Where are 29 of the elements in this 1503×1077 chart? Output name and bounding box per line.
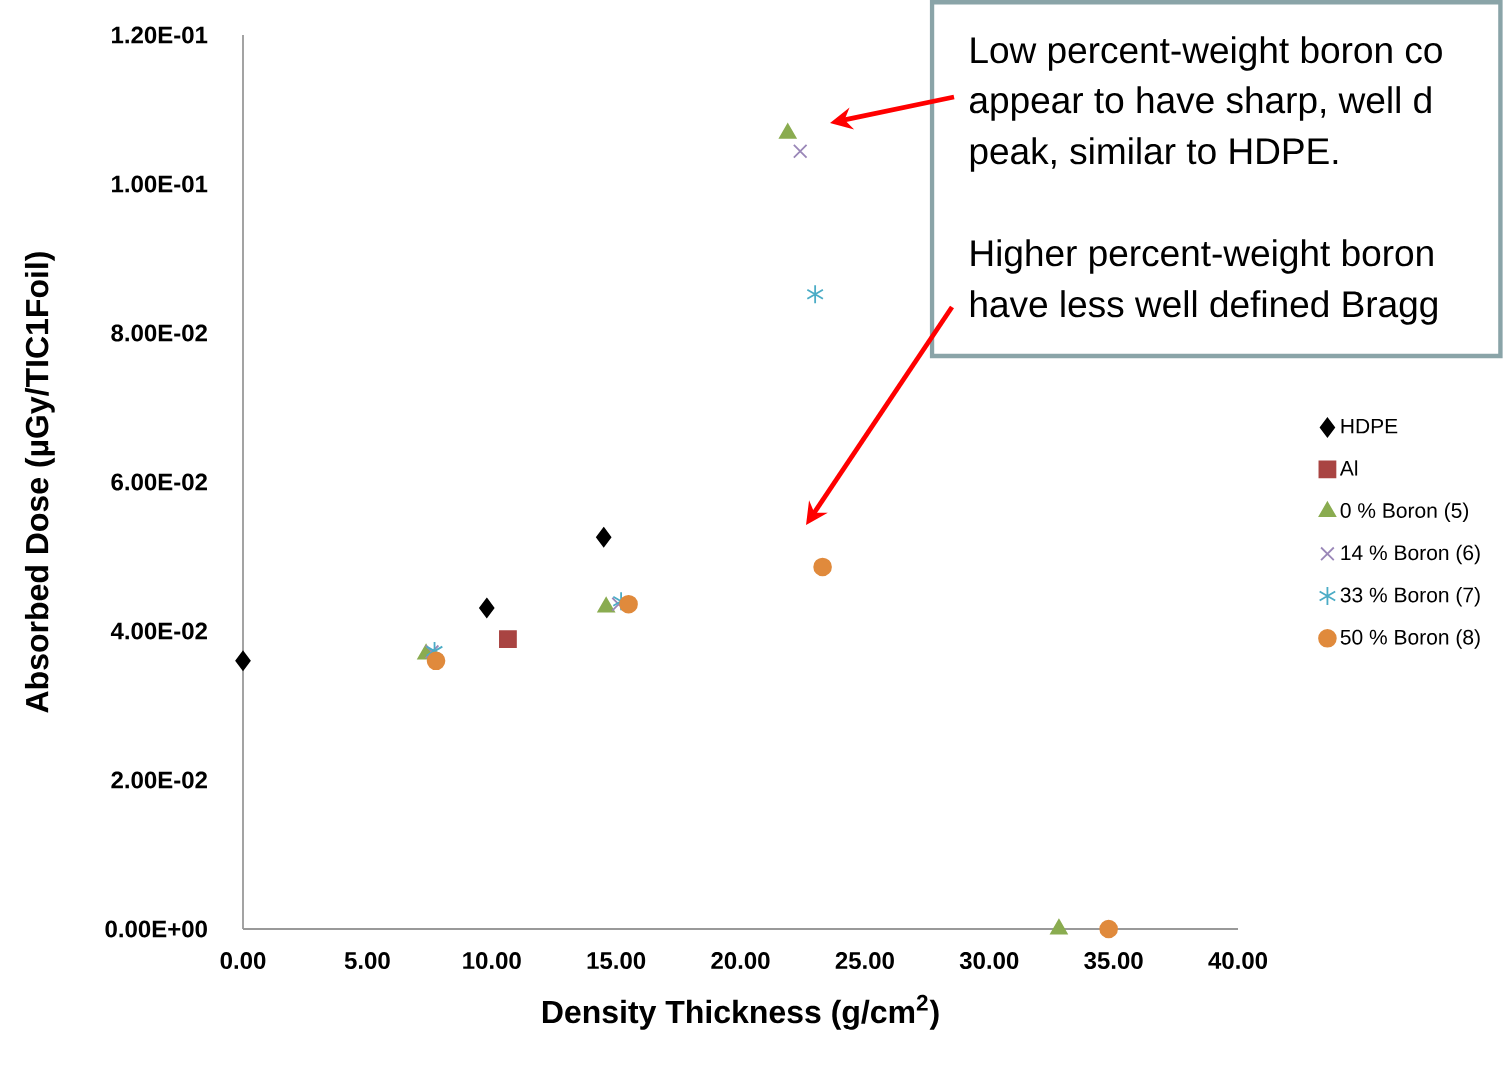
annotation: appear to have sharp, well d [969, 86, 1431, 121]
x-tick-label: 25.00 [835, 952, 894, 970]
y-tick-label: 2.00E-02 [111, 771, 207, 789]
y-tick-label: 1.20E-01 [112, 26, 208, 44]
y-tick-label: 4.00E-02 [110, 622, 207, 640]
annotation: Low percent-weight boron co [971, 36, 1442, 71]
legend-label: 14 % Boron (6) [1341, 544, 1480, 565]
annotation: Higher percent-weight boron [971, 239, 1433, 274]
y-tick-label: 0.00E+00 [105, 920, 207, 938]
legend-label: HDPE [1341, 418, 1398, 434]
y-tick-label: 1.00E-01 [112, 175, 208, 193]
legend-label: Al [1339, 460, 1358, 476]
annotation: peak, similar to HDPE. [970, 137, 1338, 172]
x-tick-label: 35.00 [1084, 952, 1143, 970]
x-tick-label: 20.00 [711, 952, 770, 970]
y-tick-label: 6.00E-02 [111, 473, 207, 491]
x-tick-label: 0.00 [220, 952, 266, 970]
x-axis-title: Density Thickness (g/cm$^{2}$) [542, 994, 939, 1030]
legend-label: 33 % Boron (7) [1340, 586, 1480, 607]
x-tick-label: 15.00 [587, 952, 646, 970]
x-tick-label: 30.00 [959, 952, 1019, 970]
y-tick-label: 8.00E-02 [111, 324, 207, 342]
annotation: have less well defined Bragg [970, 290, 1437, 325]
x-tick-label: 10.00 [463, 952, 521, 970]
x-tick-label: 5.00 [344, 952, 390, 970]
x-tick-label: 40.00 [1208, 952, 1268, 970]
y-axis-title: Absorbed Dose (µGy/TIC1Foil) [24, 252, 55, 713]
legend-label: 0 % Boron (5) [1340, 502, 1469, 523]
legend-label: 50 % Boron (8) [1340, 629, 1480, 649]
